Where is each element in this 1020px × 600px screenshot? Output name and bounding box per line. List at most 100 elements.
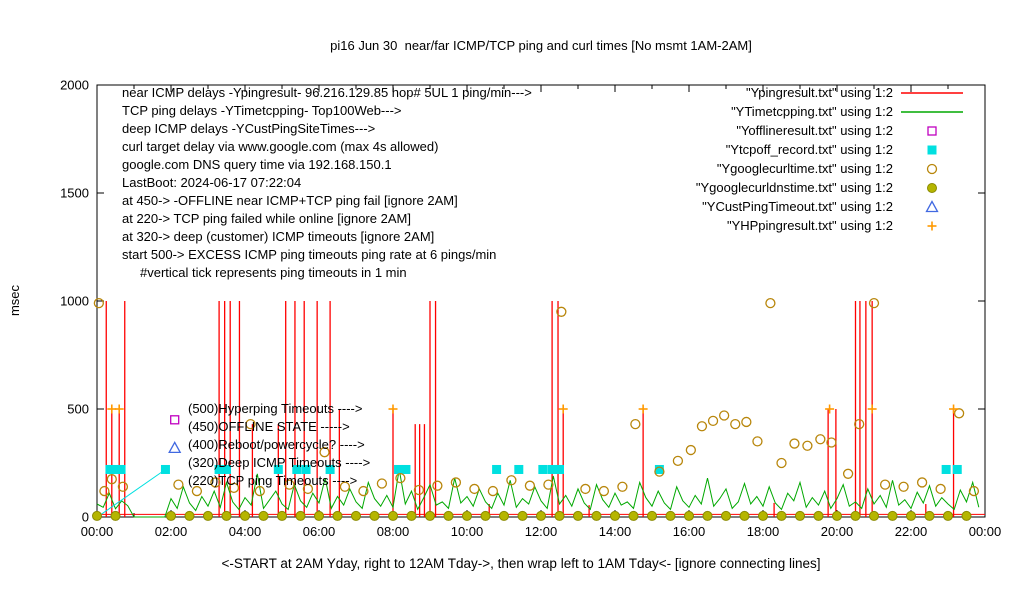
y-tick-label: 1500 (60, 186, 89, 201)
x-tick-label: 00:00 (969, 524, 1002, 539)
x-tick-label: 06:00 (303, 524, 336, 539)
filled-square-marker (547, 464, 557, 474)
x-tick-label: 18:00 (747, 524, 780, 539)
filled-circle-marker (924, 510, 935, 521)
open-circle-marker (826, 437, 837, 448)
filled-circle-marker (906, 510, 916, 521)
filled-circle-marker (332, 510, 343, 521)
filled-circle-marker (554, 510, 565, 521)
filled-square-marker (292, 464, 302, 474)
open-circle-marker (302, 483, 314, 495)
filled-square-marker (301, 464, 311, 474)
series-Ygooglecurltime (93, 298, 980, 497)
open-circle-marker (376, 478, 388, 489)
filled-circle-marker (721, 510, 731, 521)
filled-square-marker (116, 464, 126, 474)
filled-circle-marker (628, 510, 639, 521)
filled-circle-marker (647, 510, 657, 521)
open-circle-marker (898, 481, 909, 492)
open-circle-marker (556, 306, 567, 317)
open-circle-marker (854, 418, 865, 430)
series-Ygooglecurldnstime (92, 510, 972, 521)
open-circle-marker (598, 485, 610, 497)
open-circle-marker (413, 484, 425, 496)
filled-circle-marker (425, 510, 435, 521)
x-tick-label: 04:00 (229, 524, 262, 539)
filled-square-marker (325, 464, 335, 474)
filled-circle-marker (961, 510, 972, 521)
filled-circle-marker (221, 510, 232, 521)
open-square-marker (170, 415, 180, 425)
info-line: LastBoot: 2024-06-17 07:22:04 (122, 175, 301, 190)
x-tick-label: 12:00 (525, 524, 558, 539)
open-circle-marker (696, 421, 708, 432)
x-tick-label: 20:00 (821, 524, 854, 539)
open-circle-marker (524, 480, 536, 491)
filled-circle-marker (314, 510, 324, 521)
filled-square-marker (654, 464, 664, 474)
filled-circle-marker (517, 510, 528, 521)
y-tick-label: 0 (82, 510, 89, 525)
filled-square-marker (105, 464, 115, 474)
y-tick-label: 1000 (60, 294, 89, 309)
filled-square-marker (273, 464, 283, 474)
open-circle-marker (815, 434, 826, 445)
x-tick-label: 10:00 (451, 524, 484, 539)
filled-circle-marker (927, 183, 937, 193)
filled-square-marker (222, 464, 231, 474)
level-label: (500)Hyperping Timeouts ----> (188, 401, 362, 416)
info-line: at 450-> -OFFLINE near ICMP+TCP ping fai… (122, 193, 458, 208)
filled-circle-marker (943, 510, 953, 521)
filled-circle-marker (684, 510, 694, 521)
open-circle-marker (685, 444, 696, 456)
open-circle-marker (245, 418, 256, 430)
filled-square-marker (214, 464, 224, 474)
open-circle-marker (358, 485, 369, 497)
filled-circle-marker (166, 510, 176, 521)
open-circle-marker (319, 447, 330, 458)
series-Yofflineresult (170, 415, 180, 425)
filled-circle-marker (813, 510, 824, 521)
x-tick-label: 16:00 (673, 524, 706, 539)
open-circle-marker (776, 457, 787, 469)
open-circle-marker (842, 468, 854, 479)
x-tick-label: 02:00 (155, 524, 188, 539)
open-circle-marker (953, 408, 965, 419)
info-line: at 220-> TCP ping failed while online [i… (122, 211, 411, 226)
filled-square-marker (401, 464, 411, 474)
x-tick-label: 22:00 (895, 524, 928, 539)
open-circle-marker (654, 466, 665, 477)
open-circle-marker (580, 483, 591, 495)
open-circle-marker (210, 477, 221, 488)
open-circle-marker (730, 418, 741, 430)
open-circle-marker (450, 477, 462, 488)
open-circle-marker (916, 477, 928, 488)
filled-square-marker (555, 464, 564, 474)
y-tick-label: 2000 (60, 78, 89, 93)
filled-circle-marker (776, 510, 787, 521)
filled-circle-marker (240, 510, 250, 521)
filled-circle-marker (610, 510, 620, 521)
open-circle-marker (395, 472, 406, 484)
filled-circle-marker (277, 510, 287, 521)
filled-circle-marker (406, 510, 417, 521)
filled-square-marker (111, 464, 120, 474)
level-label: (400)Reboot/powercycle? ----> (188, 437, 365, 452)
info-line: curl target delay via www.google.com (ma… (122, 139, 438, 154)
filled-circle-marker (758, 510, 768, 521)
open-circle-marker (630, 418, 641, 430)
open-triangle-marker (925, 200, 939, 213)
filled-circle-marker (462, 510, 472, 521)
series-Ytcpoff_record (98, 464, 962, 517)
series-YHPpingresult (107, 404, 959, 414)
legend-label: "Ytcpoff_record.txt" using 1:2 (726, 142, 893, 157)
open-circle-marker (284, 479, 295, 490)
open-circle-marker (868, 298, 880, 309)
level-label: (450)OFFLINE STATE -----> (188, 419, 350, 434)
open-circle-marker (719, 410, 730, 421)
info-line: at 320-> deep (customer) ICMP timeouts [… (122, 229, 434, 244)
chart-title: pi16 Jun 30 near/far ICMP/TCP ping and c… (330, 38, 752, 53)
legend-label: "Yofflineresult.txt" using 1:2 (736, 123, 893, 138)
